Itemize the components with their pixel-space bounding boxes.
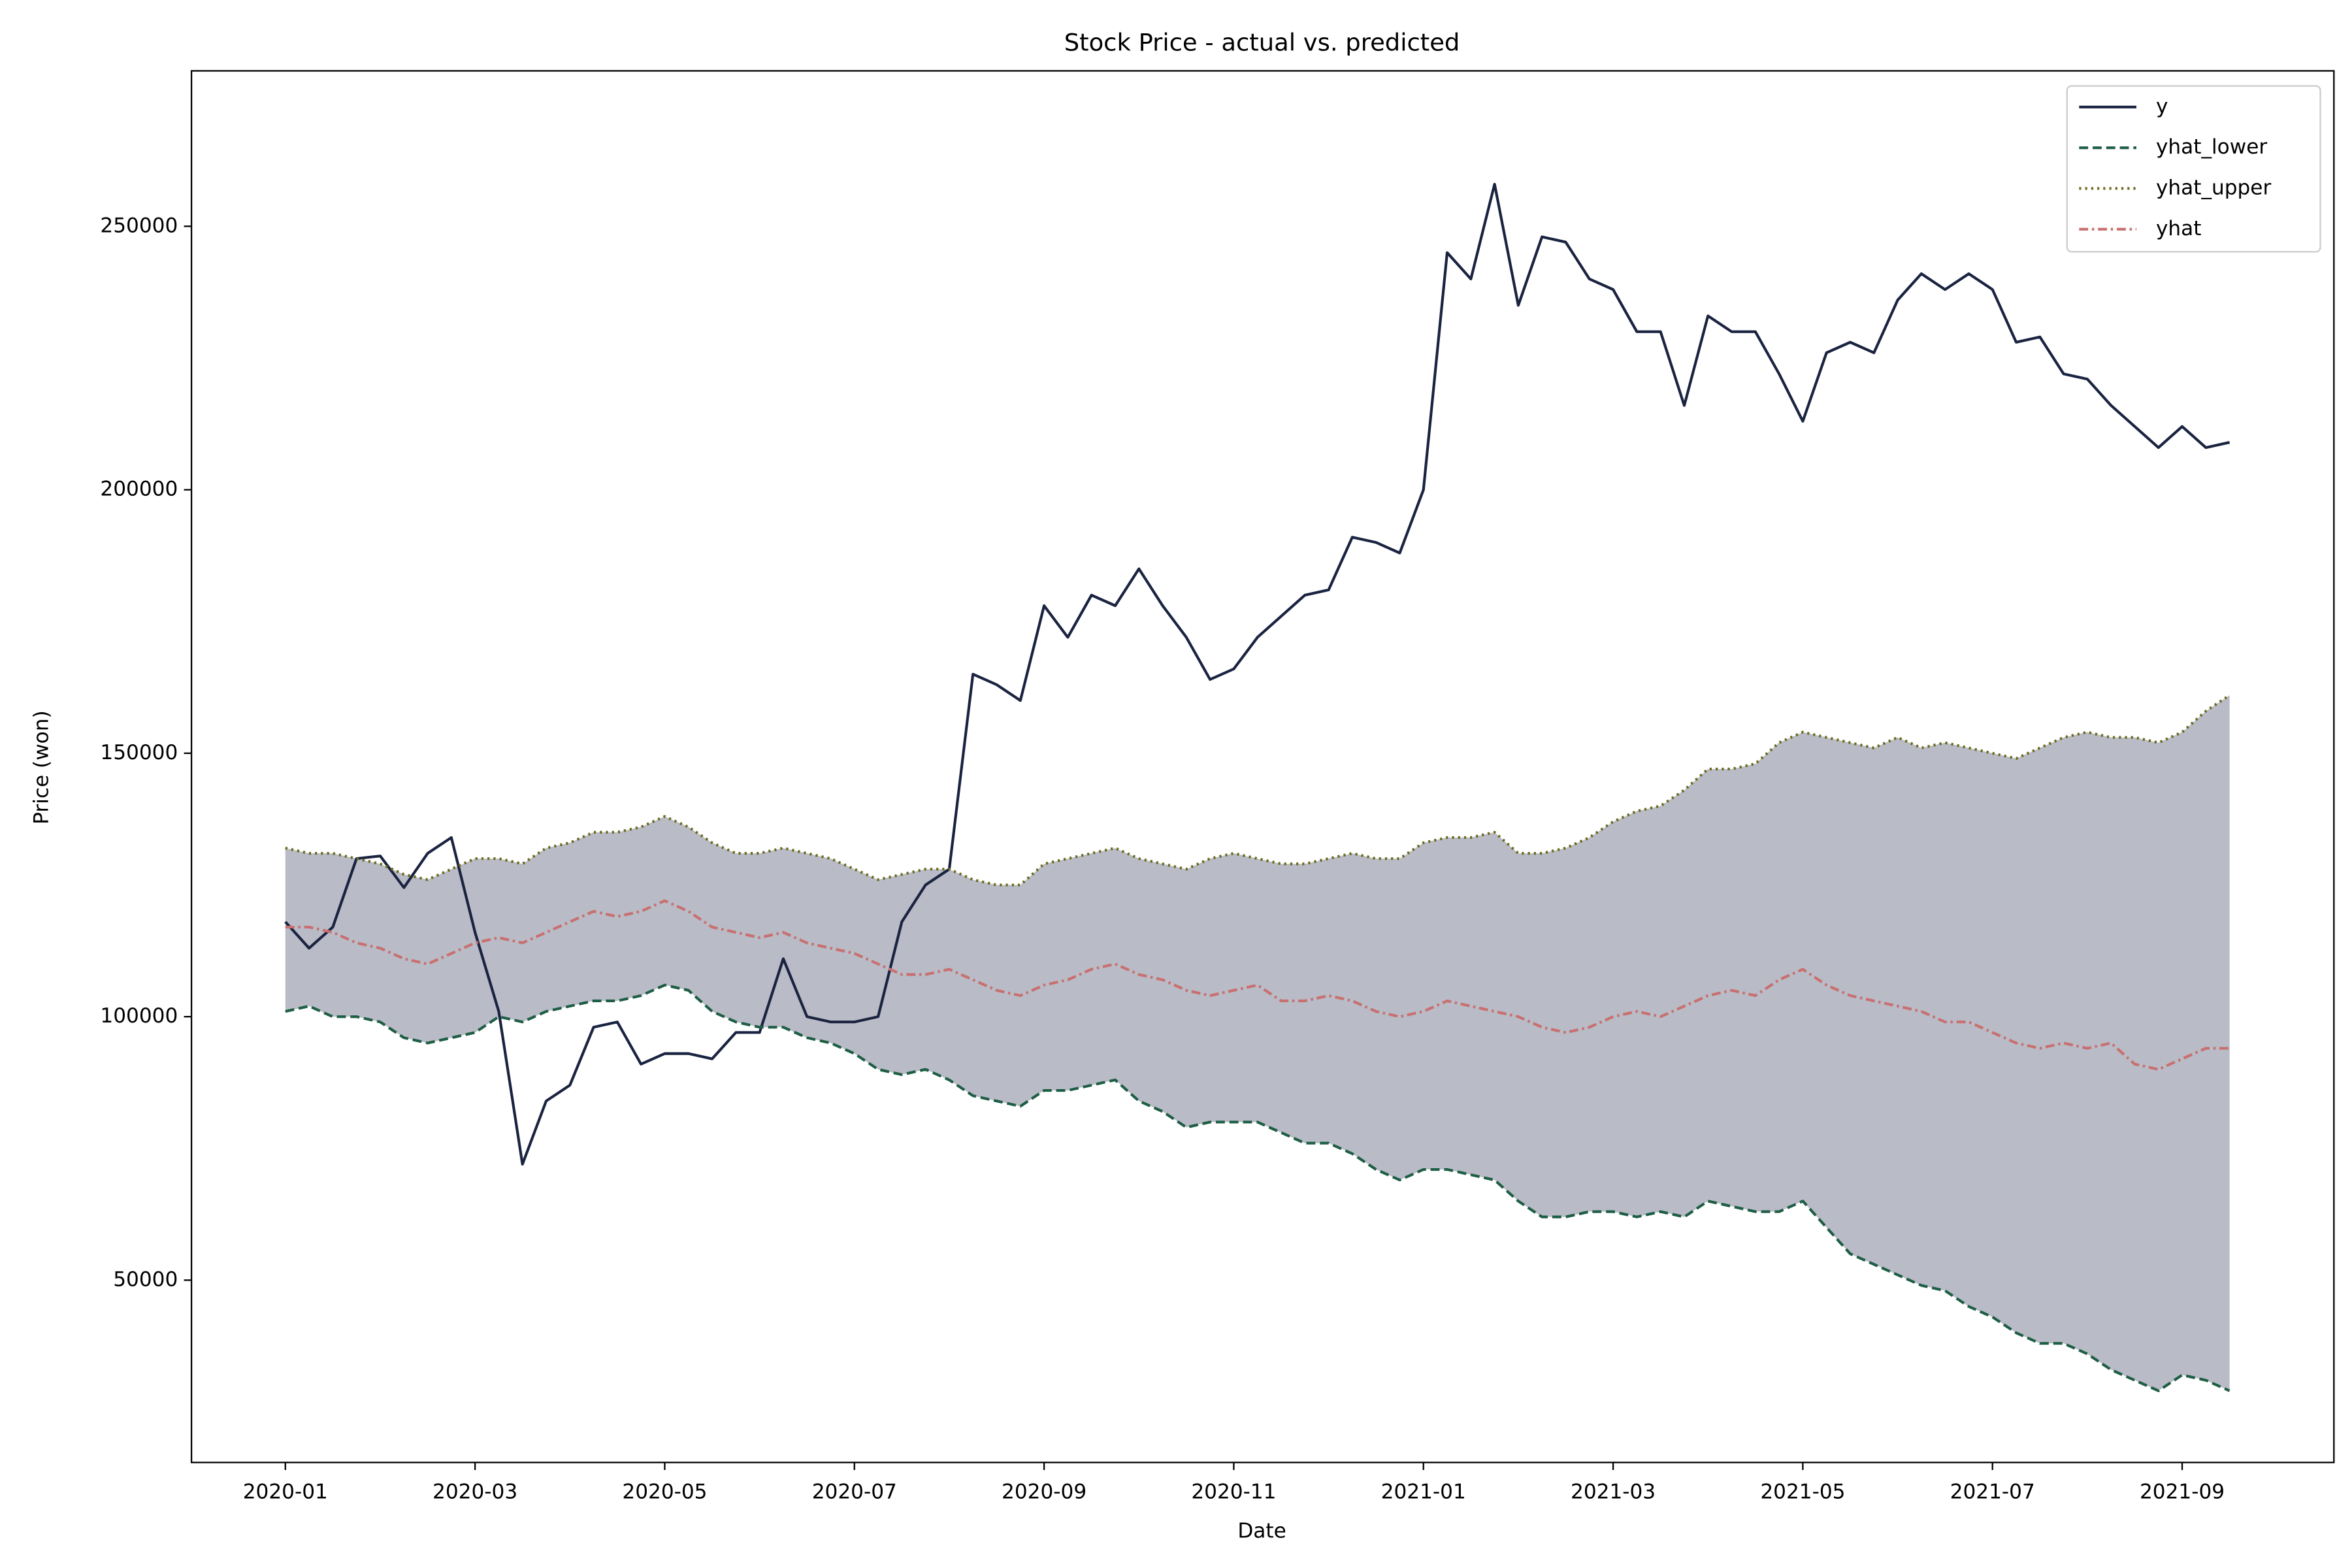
y-tick-label: 150000 xyxy=(100,741,178,764)
line-series xyxy=(284,182,2230,1166)
x-tick-label: 2021-09 xyxy=(2140,1480,2225,1504)
x-tick-label: 2020-01 xyxy=(243,1480,328,1504)
x-tick-label: 2021-03 xyxy=(1571,1480,1656,1504)
axes-frame xyxy=(190,70,2335,1463)
x-tick-label: 2020-09 xyxy=(1002,1480,1086,1504)
x-tick-label: 2020-07 xyxy=(812,1480,897,1504)
legend-label: y xyxy=(2156,95,2168,118)
line-series xyxy=(285,899,2230,1071)
x-tick-label: 2021-01 xyxy=(1381,1480,1466,1504)
x-tick-label: 2020-11 xyxy=(1191,1480,1276,1504)
y-tick-label: 50000 xyxy=(113,1267,178,1291)
y-tick-label: 100000 xyxy=(100,1004,178,1028)
legend-label: yhat xyxy=(2156,217,2201,240)
interval-band xyxy=(285,695,2230,1391)
legend-label: yhat_lower xyxy=(2156,135,2267,159)
x-axis-label: Date xyxy=(1237,1520,1286,1543)
x-tick-label: 2021-05 xyxy=(1760,1480,1845,1504)
y-axis-label: Price (won) xyxy=(30,710,54,824)
y-tick-label: 200000 xyxy=(100,478,178,501)
x-tick-label: 2020-05 xyxy=(622,1480,707,1504)
line-series xyxy=(285,694,2230,887)
x-tick-label: 2020-03 xyxy=(433,1480,517,1504)
y-tick-label: 250000 xyxy=(100,214,178,237)
line-series xyxy=(285,983,2230,1392)
legend-label: yhat_upper xyxy=(2156,176,2271,199)
x-tick-label: 2021-07 xyxy=(1950,1480,2035,1504)
chart-title: Stock Price - actual vs. predicted xyxy=(1064,28,1460,56)
legend-box xyxy=(2066,85,2321,253)
